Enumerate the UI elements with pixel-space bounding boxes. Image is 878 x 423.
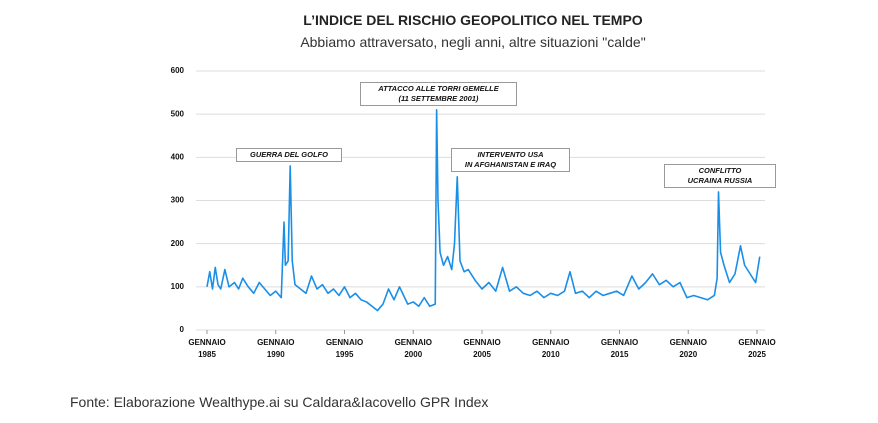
- x-tick-label: GENNAIO 1985: [188, 338, 226, 359]
- x-tick-label: GENNAIO 2010: [532, 338, 570, 359]
- chart-subtitle: Abbiamo attraversato, negli anni, altre …: [300, 34, 646, 50]
- annotation: ATTACCO ALLE TORRI GEMELLE (11 SETTEMBRE …: [360, 82, 517, 106]
- y-tick-label: 200: [171, 239, 185, 248]
- y-tick-label: 400: [171, 152, 185, 161]
- annotation-text: IN AFGHANISTAN E IRAQ: [464, 160, 557, 169]
- annotation-text: CONFLITTO: [698, 166, 742, 175]
- y-tick-label: 300: [171, 196, 185, 205]
- annotation: CONFLITTO UCRAINA RUSSIA: [664, 164, 776, 188]
- annotation: GUERRA DEL GOLFO: [236, 148, 342, 162]
- y-tick-label: 0: [180, 325, 185, 334]
- x-tick-label: GENNAIO 2005: [463, 338, 501, 359]
- y-tick-label: 500: [171, 109, 185, 118]
- annotation-text: ATTACCO ALLE TORRI GEMELLE: [378, 84, 499, 93]
- annotation-text: GUERRA DEL GOLFO: [250, 150, 328, 159]
- annotation-text: (11 SETTEMBRE 2001): [398, 94, 479, 103]
- x-tick-label: GENNAIO 1995: [325, 338, 364, 359]
- x-tick-label: GENNAIO 2025: [738, 338, 776, 359]
- x-tick-label: GENNAIO 2020: [669, 338, 707, 359]
- y-tick-label: 100: [171, 282, 185, 291]
- y-tick-label: 600: [171, 66, 185, 75]
- annotation-text: INTERVENTO USA: [477, 150, 544, 159]
- annotation-text: UCRAINA RUSSIA: [687, 176, 753, 185]
- x-tick-label: GENNAIO 2000: [394, 338, 432, 359]
- annotation: INTERVENTO USA IN AFGHANISTAN E IRAQ: [451, 148, 570, 172]
- data-line: [206, 109, 761, 312]
- source-note: Fonte: Elaborazione Wealthype.ai su Cald…: [70, 394, 489, 410]
- x-tick-label: GENNAIO 1990: [257, 338, 295, 359]
- x-tick-label: GENNAIO 2015: [600, 338, 639, 359]
- chart-title: L’INDICE DEL RISCHIO GEOPOLITICO NEL TEM…: [303, 12, 643, 28]
